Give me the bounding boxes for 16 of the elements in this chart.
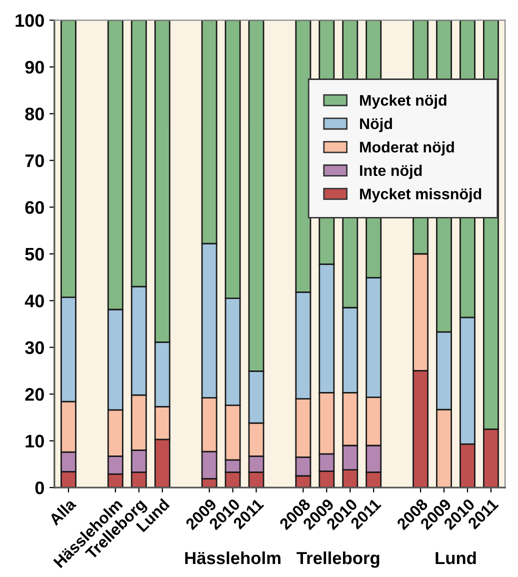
y-tick-label: 60 (25, 201, 44, 214)
legend-label: Mycket nöjd (360, 94, 446, 109)
legend-label: Inte nöjd (360, 164, 422, 179)
y-tick-label: 80 (25, 108, 44, 120)
y-tick-label: 90 (25, 60, 44, 74)
legend-label: Mycket missnöjd (360, 188, 482, 202)
legend-label: Moderat nöjd (360, 141, 454, 156)
y-tick-label: 0 (35, 482, 44, 494)
y-tick-label: 10 (26, 434, 44, 448)
y-tick-label: 70 (25, 154, 44, 168)
y-tick-label: 30 (25, 341, 44, 354)
y-tick-label: 50 (25, 248, 44, 261)
y-tick-label: 40 (24, 294, 44, 308)
y-tick-label: 100 (16, 14, 44, 27)
y-tick-label: 20 (25, 388, 44, 401)
legend-label: Nöjd (360, 118, 392, 132)
